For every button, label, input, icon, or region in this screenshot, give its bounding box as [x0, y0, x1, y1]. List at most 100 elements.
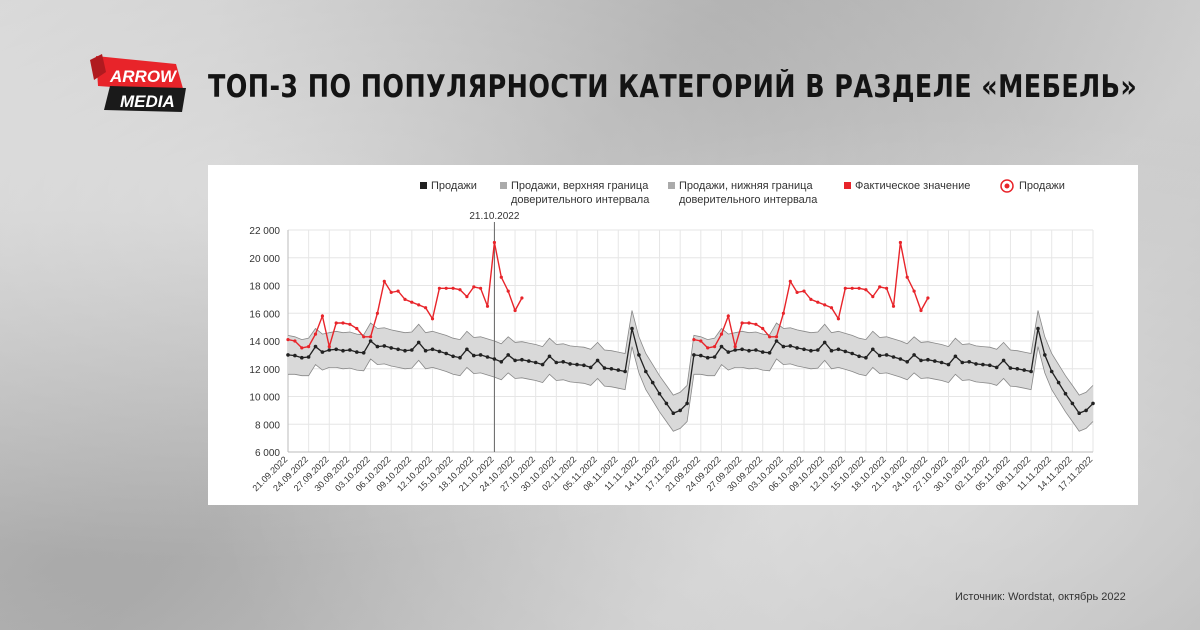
sales-point: [375, 344, 380, 349]
sales-point: [712, 355, 717, 359]
sales-point: [705, 355, 710, 360]
actual-value-point: [788, 279, 792, 283]
sales-point: [520, 357, 524, 362]
sales-point: [327, 348, 332, 352]
sales-point: [946, 362, 951, 367]
legend-label-sales: Продажи: [431, 180, 477, 192]
sales-point: [760, 350, 765, 354]
sales-point: [671, 411, 676, 415]
actual-value-point: [857, 286, 861, 290]
sales-point: [774, 339, 779, 343]
actual-value-point: [823, 303, 827, 307]
actual-value-point: [410, 300, 414, 304]
sales-point: [637, 353, 641, 357]
actual-value-point: [499, 275, 503, 279]
actual-value-point: [774, 335, 779, 339]
actual-value-point: [926, 296, 930, 300]
actual-value-point: [492, 240, 496, 245]
upper-bound-line: [287, 310, 1094, 396]
actual-value-point: [403, 297, 407, 301]
sales-point: [719, 344, 724, 349]
actual-value-point: [327, 345, 331, 349]
actual-value-point: [300, 346, 304, 350]
sales-point: [829, 348, 834, 353]
actual-value-point: [912, 289, 916, 293]
sales-point: [382, 344, 387, 348]
y-tick-label: 16 000: [249, 309, 280, 320]
sales-point: [437, 349, 442, 354]
actual-value-point: [472, 285, 476, 289]
sales-point: [320, 350, 325, 354]
sales-point: [575, 362, 579, 367]
page-title: ТОП-3 ПО ПОПУЛЯРНОСТИ КАТЕГОРИЙ В РАЗДЕЛ…: [208, 69, 1138, 105]
sales-point: [568, 362, 572, 366]
y-tick-label: 8 000: [255, 420, 280, 431]
actual-value-point: [740, 321, 744, 325]
actual-value-point: [375, 311, 379, 315]
sales-point: [1056, 380, 1061, 385]
sales-point: [933, 359, 937, 363]
actual-value-point: [341, 321, 345, 325]
actual-value-point: [320, 314, 324, 318]
sales-point: [843, 349, 848, 354]
actual-value-point: [878, 285, 882, 289]
sales-point: [912, 353, 916, 357]
sales-point: [816, 348, 820, 352]
sales-point: [1091, 401, 1095, 406]
actual-value-point: [747, 321, 751, 325]
legend-marker-actual: [844, 182, 851, 189]
actual-value-point: [726, 314, 730, 318]
sales-point: [857, 354, 861, 359]
actual-value-point: [871, 295, 875, 299]
legend-marker-upper: [500, 182, 507, 189]
actual-value-point: [850, 286, 854, 290]
actual-value-point: [885, 286, 889, 290]
y-tick-label: 14 000: [249, 337, 280, 348]
sales-point: [465, 347, 469, 352]
sales-point: [919, 358, 923, 363]
lower-bound-line: [288, 346, 1094, 432]
sales-point: [485, 355, 490, 359]
actual-value-point: [369, 335, 373, 339]
sales-point: [939, 360, 944, 365]
sales-point: [1077, 411, 1081, 415]
sales-point: [1022, 368, 1026, 372]
y-tick-label: 18 000: [249, 282, 280, 293]
actual-value-point: [719, 332, 724, 336]
sales-point: [547, 354, 552, 359]
sales-point: [423, 348, 428, 353]
legend-marker-sales: [420, 182, 427, 189]
actual-value-point: [754, 322, 758, 326]
legend-marker-lower: [668, 182, 675, 189]
actual-value-point: [768, 335, 772, 339]
sales-point: [650, 380, 655, 385]
sales-point: [540, 362, 545, 367]
sales-point: [699, 353, 703, 358]
legend-label-lower: Продажи, нижняя граница доверительного и…: [679, 180, 818, 206]
sales-point: [582, 363, 586, 368]
actual-value-point: [898, 240, 903, 245]
actual-value-point: [293, 339, 297, 343]
actual-value-point: [864, 288, 868, 292]
actual-value-point: [692, 338, 696, 342]
sales-point: [836, 347, 841, 352]
actual-value-point: [829, 306, 834, 310]
sales-point: [960, 360, 965, 365]
sales-point: [1043, 353, 1047, 357]
sales-point: [871, 347, 875, 352]
sales-point: [802, 347, 806, 352]
sales-point: [664, 401, 669, 406]
sales-point: [1049, 369, 1054, 374]
sales-point: [754, 348, 758, 352]
actual-value-point: [313, 332, 318, 336]
actual-value-point: [307, 345, 311, 349]
sales-point: [430, 347, 435, 352]
sales-point: [953, 354, 958, 359]
logo-line1: ARROW: [109, 67, 178, 86]
sales-point: [630, 326, 634, 331]
actual-value-point: [444, 286, 448, 290]
sales-point: [396, 347, 400, 352]
sales-point: [334, 347, 338, 352]
y-tick-label: 20 000: [249, 254, 280, 265]
sales-point: [588, 365, 593, 370]
